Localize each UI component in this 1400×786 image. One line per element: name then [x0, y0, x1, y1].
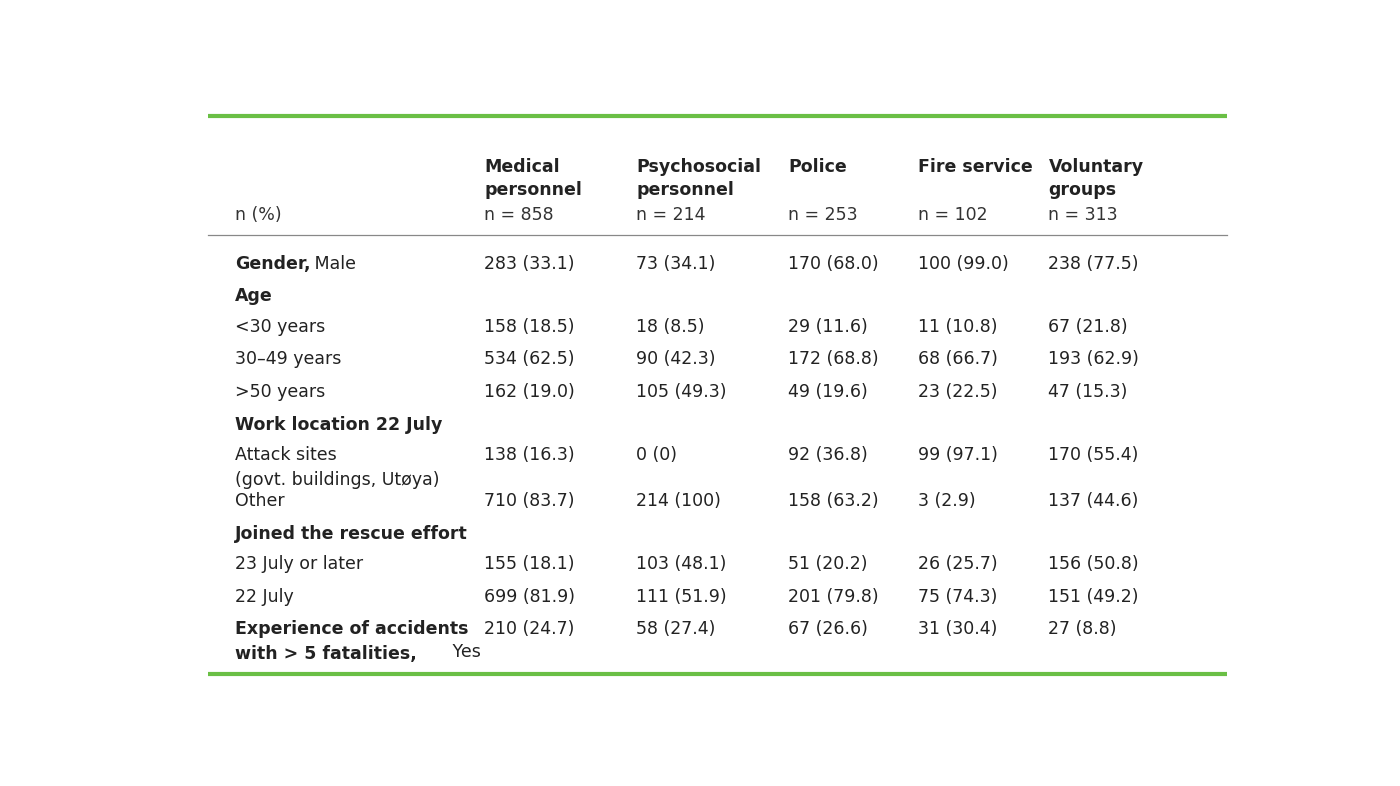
Text: 105 (49.3): 105 (49.3): [636, 383, 727, 401]
Text: 100 (99.0): 100 (99.0): [918, 255, 1009, 273]
Text: 49 (19.6): 49 (19.6): [788, 383, 868, 401]
Text: 155 (18.1): 155 (18.1): [484, 555, 575, 573]
Text: 22 July: 22 July: [235, 588, 294, 605]
Text: 90 (42.3): 90 (42.3): [636, 351, 715, 369]
Text: 172 (68.8): 172 (68.8): [788, 351, 879, 369]
Text: 201 (79.8): 201 (79.8): [788, 588, 879, 605]
Text: Gender,: Gender,: [235, 255, 311, 273]
Text: 30–49 years: 30–49 years: [235, 351, 342, 369]
Text: <30 years: <30 years: [235, 318, 325, 336]
Text: n = 253: n = 253: [788, 207, 858, 224]
Text: Male: Male: [309, 255, 356, 273]
Text: 137 (44.6): 137 (44.6): [1049, 492, 1138, 510]
Text: 710 (83.7): 710 (83.7): [484, 492, 575, 510]
Text: 73 (34.1): 73 (34.1): [636, 255, 715, 273]
Text: 158 (63.2): 158 (63.2): [788, 492, 879, 510]
Text: 67 (26.6): 67 (26.6): [788, 620, 868, 638]
Text: 151 (49.2): 151 (49.2): [1049, 588, 1140, 605]
Text: Age: Age: [235, 288, 273, 306]
Text: 29 (11.6): 29 (11.6): [788, 318, 868, 336]
Text: 75 (74.3): 75 (74.3): [918, 588, 998, 605]
Text: 11 (10.8): 11 (10.8): [918, 318, 998, 336]
Text: 138 (16.3): 138 (16.3): [484, 446, 575, 464]
Text: Attack sites
(govt. buildings, Utøya): Attack sites (govt. buildings, Utøya): [235, 446, 440, 489]
Text: 23 (22.5): 23 (22.5): [918, 383, 998, 401]
Text: 111 (51.9): 111 (51.9): [636, 588, 727, 605]
Text: Fire service: Fire service: [918, 158, 1033, 176]
Text: 18 (8.5): 18 (8.5): [636, 318, 704, 336]
Text: 158 (18.5): 158 (18.5): [484, 318, 575, 336]
Text: n (%): n (%): [235, 207, 281, 224]
Text: 3 (2.9): 3 (2.9): [918, 492, 976, 510]
Text: Voluntary
groups: Voluntary groups: [1049, 158, 1144, 200]
Text: >50 years: >50 years: [235, 383, 325, 401]
Text: 699 (81.9): 699 (81.9): [484, 588, 575, 605]
Text: 214 (100): 214 (100): [636, 492, 721, 510]
Text: 58 (27.4): 58 (27.4): [636, 620, 715, 638]
Text: 193 (62.9): 193 (62.9): [1049, 351, 1140, 369]
Text: 67 (21.8): 67 (21.8): [1049, 318, 1128, 336]
Text: n = 214: n = 214: [636, 207, 706, 224]
Text: 68 (66.7): 68 (66.7): [918, 351, 998, 369]
Text: 170 (68.0): 170 (68.0): [788, 255, 879, 273]
Text: Police: Police: [788, 158, 847, 176]
Text: 210 (24.7): 210 (24.7): [484, 620, 574, 638]
Text: 47 (15.3): 47 (15.3): [1049, 383, 1128, 401]
Text: Medical
personnel: Medical personnel: [484, 158, 582, 200]
Text: n = 858: n = 858: [484, 207, 554, 224]
Text: 534 (62.5): 534 (62.5): [484, 351, 575, 369]
Text: 0 (0): 0 (0): [636, 446, 678, 464]
Text: n = 102: n = 102: [918, 207, 988, 224]
Text: Work location 22 July: Work location 22 July: [235, 416, 442, 434]
Text: 238 (77.5): 238 (77.5): [1049, 255, 1140, 273]
Text: 23 July or later: 23 July or later: [235, 555, 363, 573]
Text: 27 (8.8): 27 (8.8): [1049, 620, 1117, 638]
Text: Experience of accidents
with > 5 fatalities,: Experience of accidents with > 5 fatalit…: [235, 620, 468, 663]
Text: Other: Other: [235, 492, 284, 510]
Text: 103 (48.1): 103 (48.1): [636, 555, 727, 573]
Text: 31 (30.4): 31 (30.4): [918, 620, 998, 638]
Text: 99 (97.1): 99 (97.1): [918, 446, 998, 464]
Text: Joined the rescue effort: Joined the rescue effort: [235, 524, 468, 542]
Text: 26 (25.7): 26 (25.7): [918, 555, 998, 573]
Text: 283 (33.1): 283 (33.1): [484, 255, 575, 273]
Text: 51 (20.2): 51 (20.2): [788, 555, 868, 573]
Text: Yes: Yes: [448, 643, 482, 661]
Text: 92 (36.8): 92 (36.8): [788, 446, 868, 464]
Text: 162 (19.0): 162 (19.0): [484, 383, 575, 401]
Text: 156 (50.8): 156 (50.8): [1049, 555, 1140, 573]
Text: Psychosocial
personnel: Psychosocial personnel: [636, 158, 762, 200]
Text: n = 313: n = 313: [1049, 207, 1119, 224]
Text: 170 (55.4): 170 (55.4): [1049, 446, 1138, 464]
